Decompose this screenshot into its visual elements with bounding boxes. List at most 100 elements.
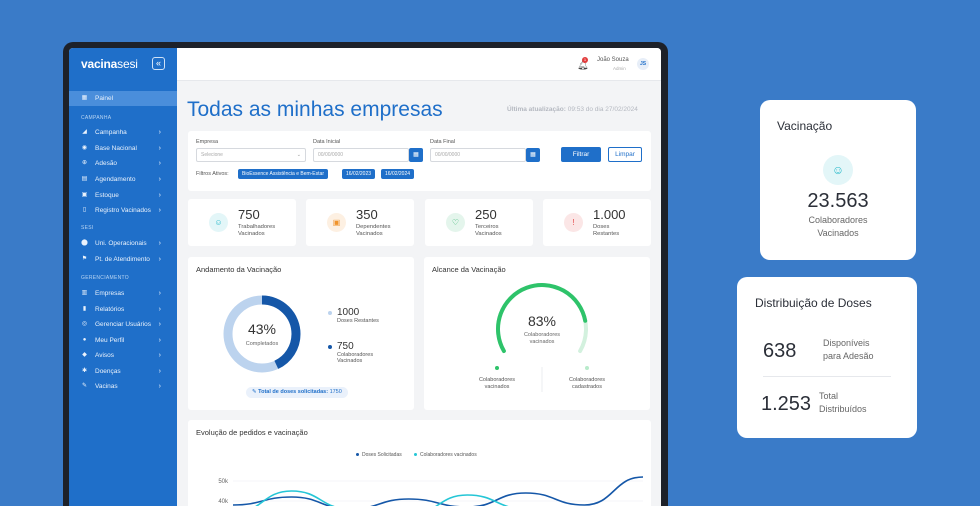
building-icon: ▥ (81, 289, 88, 296)
legend-doses-solicitadas: Doses Solicitadas (356, 452, 402, 458)
alcance-gauge: 83% Colaboradores vacinados Colaboradore… (479, 283, 605, 392)
family-icon: ▣ (327, 213, 346, 232)
filtros-ativos-label: Filtros Ativos: (196, 171, 229, 177)
data-final-input[interactable]: 00/00/0000 (430, 148, 526, 162)
sidebar-item-meu-perfil[interactable]: ● Meu Perfil › (82, 336, 161, 344)
distribuicao-title: Distribuição de Doses (755, 296, 872, 310)
chevron-right-icon: › (158, 351, 161, 359)
app-logo[interactable]: vacinasesi (81, 57, 138, 71)
y-tick-40k: 40k (218, 499, 229, 505)
sidebar-item-vacinas[interactable]: ✎ Vacinas › (81, 382, 161, 390)
notification-badge: 1 (582, 57, 588, 63)
users-icon: ☺ (209, 213, 228, 232)
plus-circle-icon: ⊕ (81, 159, 88, 166)
filtrar-button[interactable]: Filtrar (561, 147, 601, 162)
sidebar-item-campanha[interactable]: ◢ Campanha › (82, 128, 161, 136)
stat-card-terceiros: ♡ 250 Terceiros Vacinados (425, 199, 533, 246)
users-icon: ☺ (823, 155, 853, 185)
chevron-right-icon: › (158, 128, 161, 136)
sidebar-item-avisos[interactable]: ◆ Avisos › (82, 351, 161, 359)
data-final-label: Data Final (430, 139, 456, 145)
sidebar-item-uni-operacionais[interactable]: ⬤ Uni. Operacionais › (81, 239, 161, 247)
gauge-percent: 83% (528, 313, 556, 329)
sidebar-item-base-nacional[interactable]: ◉ Base Nacional › (81, 144, 161, 152)
calendar-icon[interactable]: ▦ (409, 148, 423, 162)
chevron-right-icon: › (158, 191, 161, 199)
legend-doses-restantes: 1000 Doses Restantes (328, 307, 379, 324)
sidebar-item-doencas[interactable]: ✱ Doenças › (81, 367, 161, 375)
filter-chip[interactable]: 16/02/2023 (342, 169, 376, 179)
chevron-right-icon: › (158, 320, 161, 328)
chevron-right-icon: › (158, 289, 161, 297)
gauge-dot-cadastrados (585, 366, 589, 370)
chevron-right-icon: › (158, 239, 161, 247)
chevron-right-icon: › (158, 382, 161, 390)
gauge-dot-vacinados (495, 366, 499, 370)
virus-icon: ✱ (81, 367, 88, 374)
disponiveis-value: 638 (763, 340, 797, 362)
filter-chip[interactable]: 16/02/2024 (381, 169, 415, 179)
vacinacao-value: 23.563 (807, 190, 869, 212)
chart-icon: ▮ (82, 305, 87, 312)
legend-dot (356, 453, 359, 456)
evolucao-line-chart: 50k 40k (218, 476, 644, 506)
legend-colaboradores-vacinados: 750 Colaboradores Vacinados (328, 341, 373, 364)
sidebar-item-agendamento[interactable]: ▤ Agendamento › (81, 175, 161, 183)
filter-panel: Empresa Selecione ⌄ Data Inicial 00/00/00… (188, 131, 651, 191)
calendar-icon: ▤ (81, 175, 88, 182)
section-label-sesi: SESI (81, 225, 94, 231)
sidebar-item-adesao[interactable]: ⊕ Adesão › (81, 159, 161, 167)
sidebar-item-empresas[interactable]: ▥ Empresas › (81, 289, 161, 297)
limpar-button[interactable]: Limpar (608, 147, 642, 162)
sidebar-item-relatorios[interactable]: ▮ Relatórios › (82, 305, 161, 313)
heart-icon: ♡ (446, 213, 465, 232)
donut-percent: 43% (248, 321, 276, 337)
chevron-right-icon: › (158, 367, 161, 375)
gauge-left-label-2: vacinados (485, 384, 510, 390)
andamento-title: Andamento da Vacinação (196, 265, 282, 274)
chevron-right-icon: › (158, 255, 161, 263)
avatar[interactable]: JS (637, 58, 649, 70)
chevron-down-icon: ⌄ (296, 152, 301, 158)
gauge-left-label-1: Colaboradores (479, 377, 515, 383)
gauge-label-1: Colaboradores (524, 332, 560, 338)
stat-card-trabalhadores: ☺ 750 Trabalhadores Vacinados (188, 199, 296, 246)
main-content: Todas as minhas empresas Última atualiza… (69, 48, 661, 506)
chevron-right-icon: › (158, 144, 161, 152)
gauge-label-2: vacinados (530, 339, 555, 345)
sidebar-item-gerenciar-usuarios[interactable]: ◎ Gerenciar Usuários › (81, 320, 161, 328)
evolucao-card: Evolução de pedidos e vacinação Doses So… (188, 420, 651, 506)
last-update: Última atualização: 09:53 do dia 27/02/2… (507, 106, 638, 113)
section-label-gerenciamento: GERENCIAMENTO (81, 275, 129, 281)
sidebar-item-registro-vacinados[interactable]: ▯ Registro Vacinados › (82, 206, 161, 214)
andamento-card: Andamento da Vacinação 43% Completados 1… (188, 257, 414, 410)
users-icon: ◎ (81, 320, 88, 327)
user-name[interactable]: João Souza (597, 57, 629, 63)
empresa-select[interactable]: Selecione ⌄ (196, 148, 306, 162)
user-icon: ● (82, 336, 87, 343)
collapse-sidebar-button[interactable]: « (152, 57, 165, 70)
sidebar-item-pt-atendimento[interactable]: ⚑ Pt. de Atendimento › (81, 255, 161, 263)
sidebar-item-painel-label[interactable]: ▦ Painel (81, 95, 114, 102)
chevron-right-icon: › (158, 206, 161, 214)
alcance-title: Alcance da Vacinação (432, 265, 506, 274)
globe-icon: ◉ (81, 144, 88, 151)
chevron-right-icon: › (158, 336, 161, 344)
sidebar-item-painel[interactable] (69, 91, 177, 106)
page-title: Todas as minhas empresas (187, 98, 443, 121)
series-colaboradores-vacinados (255, 490, 509, 506)
calendar-icon[interactable]: ▦ (526, 148, 540, 162)
stat-card-dependentes: ▣ 350 Dependentes Vacinados (306, 199, 414, 246)
gauge-progress (496, 283, 588, 353)
gauge-right-label-1: Colaboradores (569, 377, 605, 383)
sidebar-item-estoque[interactable]: ▣ Estoque › (81, 191, 161, 199)
notification-bell-icon[interactable]: 🔔︎ (577, 60, 589, 70)
filter-chip[interactable]: BioEssence Assistência e Bem-Estar (238, 169, 328, 179)
alert-icon: ! (564, 213, 583, 232)
bell-icon: ◆ (82, 351, 87, 358)
alcance-card: Alcance da Vacinação 83% Colaboradores v… (424, 257, 650, 410)
data-inicial-input[interactable]: 00/00/0000 (313, 148, 409, 162)
user-role: Admin (613, 66, 626, 71)
disponiveis-label: Disponíveis para Adesão (823, 338, 874, 361)
syringe-icon: ✎ (252, 389, 257, 395)
